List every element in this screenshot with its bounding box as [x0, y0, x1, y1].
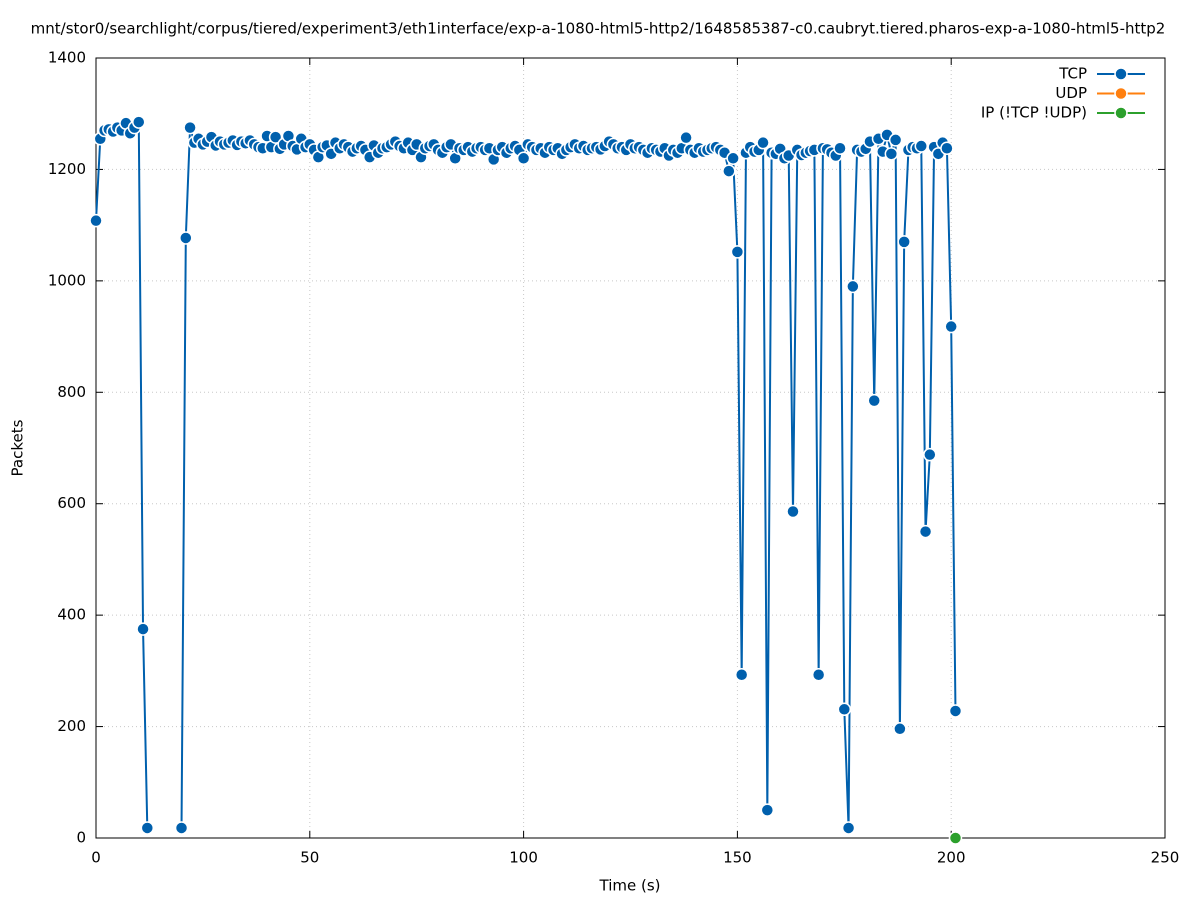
- data-point: [679, 130, 693, 145]
- data-point: [867, 393, 881, 408]
- x-tick-label: 100: [509, 849, 538, 867]
- data-point: [897, 235, 911, 249]
- y-tick-label: 1400: [48, 49, 86, 67]
- data-point: [89, 213, 103, 228]
- y-tick-label: 600: [57, 494, 86, 512]
- plot-border: [95, 57, 1166, 839]
- series-line: [95, 119, 957, 829]
- data-point: [183, 120, 197, 135]
- data-point: [140, 821, 155, 835]
- data-point: [940, 141, 954, 156]
- data-point: [923, 447, 937, 462]
- data-point: [893, 722, 907, 736]
- legend-marker: [1114, 106, 1128, 120]
- data-point: [948, 831, 963, 845]
- legend-marker: [1114, 67, 1128, 81]
- y-axis-label: Packets: [9, 419, 27, 476]
- legend-label: UDP: [1055, 84, 1087, 102]
- y-tick-label: 200: [57, 717, 86, 735]
- data-point: [179, 231, 193, 245]
- data-point: [730, 245, 745, 259]
- data-point: [136, 622, 150, 636]
- data-point: [944, 319, 958, 334]
- data-point: [811, 668, 826, 682]
- data-point: [884, 147, 899, 161]
- data-point: [268, 130, 283, 144]
- x-axis-label: Time (s): [599, 877, 661, 895]
- data-point: [734, 668, 749, 682]
- legend-label: IP (!TCP !UDP): [981, 104, 1087, 122]
- data-point: [760, 803, 775, 817]
- data-point: [174, 821, 189, 835]
- data-point: [132, 115, 146, 129]
- data-point: [918, 524, 933, 539]
- data-point: [846, 279, 860, 294]
- data-point: [841, 821, 856, 835]
- chart-title: mnt/stor0/searchlight/corpus/tiered/expe…: [31, 20, 1166, 38]
- data-point: [914, 139, 929, 153]
- x-tick-label: 200: [937, 849, 966, 867]
- x-tick-label: 0: [91, 849, 101, 867]
- data-point: [722, 164, 736, 178]
- data-point: [786, 504, 800, 519]
- legend-marker: [1114, 86, 1128, 101]
- data-point: [516, 151, 531, 166]
- y-tick-label: 400: [57, 606, 86, 624]
- x-tick-label: 50: [300, 849, 319, 867]
- data-point: [726, 151, 740, 166]
- data-point: [833, 141, 847, 156]
- data-point: [837, 702, 852, 717]
- y-tick-label: 1200: [48, 160, 86, 178]
- data-point: [888, 133, 903, 147]
- y-tick-label: 800: [57, 383, 86, 401]
- x-tick-label: 150: [723, 849, 752, 867]
- data-point: [756, 135, 770, 150]
- x-tick-label: 250: [1151, 849, 1180, 867]
- y-tick-label: 1000: [48, 271, 86, 289]
- y-tick-label: 0: [76, 829, 86, 847]
- legend-label: TCP: [1058, 65, 1087, 83]
- data-point: [948, 704, 963, 718]
